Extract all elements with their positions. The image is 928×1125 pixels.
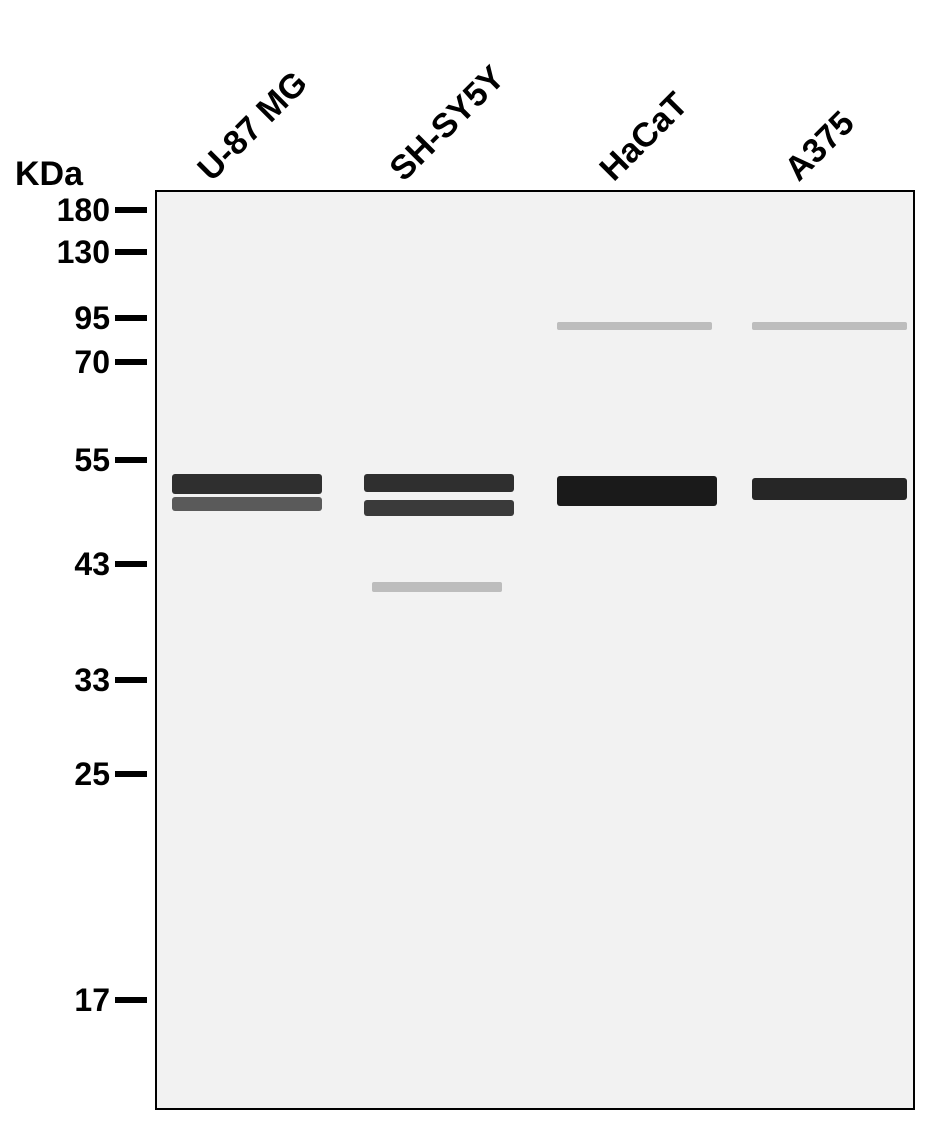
marker-tick — [115, 561, 147, 567]
marker-label: 70 — [50, 344, 110, 381]
marker-tick — [115, 207, 147, 213]
marker-label: 95 — [50, 300, 110, 337]
marker-label: 33 — [50, 662, 110, 699]
marker-label: 180 — [50, 192, 110, 229]
marker-tick — [115, 457, 147, 463]
marker-label: 43 — [50, 546, 110, 583]
marker-label: 25 — [50, 756, 110, 793]
lane-label: SH-SY5Y — [382, 59, 512, 189]
faint-band — [752, 322, 907, 330]
marker-tick — [115, 359, 147, 365]
protein-band — [364, 474, 514, 492]
marker-tick — [115, 771, 147, 777]
lane-label: A375 — [777, 104, 862, 189]
protein-band — [172, 497, 322, 511]
marker-tick — [115, 677, 147, 683]
marker-label: 17 — [50, 982, 110, 1019]
marker-tick — [115, 315, 147, 321]
lane-label: HaCaT — [592, 85, 696, 189]
marker-label: 55 — [50, 442, 110, 479]
faint-band — [557, 322, 712, 330]
protein-band — [364, 500, 514, 516]
protein-band — [752, 478, 907, 500]
faint-band — [372, 582, 502, 592]
marker-tick — [115, 249, 147, 255]
marker-label: 130 — [50, 234, 110, 271]
protein-band — [172, 474, 322, 494]
western-blot — [155, 190, 915, 1110]
marker-tick — [115, 997, 147, 1003]
axis-title: KDa — [15, 155, 83, 194]
lane-label: U-87 MG — [190, 64, 315, 189]
protein-band — [557, 476, 717, 506]
